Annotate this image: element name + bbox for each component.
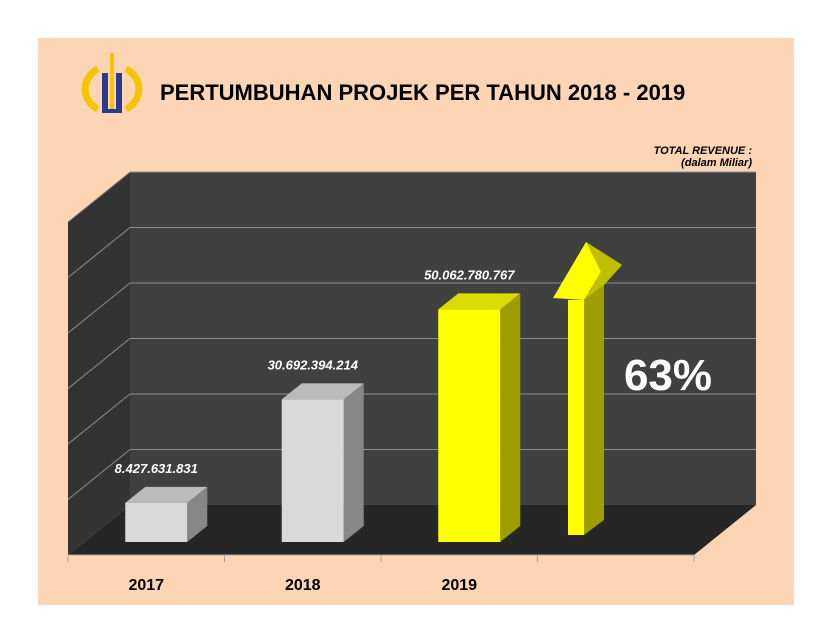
- growth-arrow-icon: [568, 300, 584, 535]
- bars-group: [125, 293, 521, 542]
- category-labels-group: 2017 2018 2019: [128, 577, 477, 594]
- bar-side: [343, 383, 364, 542]
- gridline-side: [67, 393, 131, 445]
- bar-2018: [281, 399, 344, 542]
- gridline-side: [67, 449, 131, 500]
- value-labels-group: 8.427.631.831 30.692.394.214 50.062.780.76…: [115, 267, 516, 475]
- value-label-2018: 30.692.394.214: [268, 357, 359, 372]
- gridline-side: [67, 171, 131, 223]
- company-logo-icon: [81, 53, 143, 113]
- value-label-2017: 8.427.631.831: [115, 461, 198, 476]
- gridline-side: [67, 227, 131, 278]
- unit-label-line2: (dalam Miliar): [681, 157, 752, 169]
- chart-title: PERTUMBUHAN PROJEK PER TAHUN 2018 - 2019: [160, 80, 686, 105]
- bar-top: [281, 383, 364, 400]
- category-label-2017: 2017: [128, 577, 164, 594]
- gridline-side: [67, 338, 131, 389]
- gridline-side: [67, 282, 131, 334]
- x-axis-ticks: [67, 555, 695, 562]
- growth-percentage: 63%: [624, 351, 712, 400]
- bar-top: [438, 293, 521, 310]
- bar-2017: [125, 502, 188, 542]
- bar-side: [187, 486, 208, 542]
- growth-arrow-head-side: [584, 242, 622, 300]
- category-label-2018: 2018: [285, 577, 321, 594]
- bar-2019: [438, 309, 501, 542]
- value-label-2019: 50.062.780.767: [424, 267, 515, 282]
- bar-side: [500, 293, 521, 542]
- bar-top: [125, 486, 208, 503]
- growth-arrow-side: [584, 285, 604, 535]
- unit-label-line1: TOTAL REVENUE :: [653, 145, 752, 157]
- category-label-2019: 2019: [441, 577, 477, 594]
